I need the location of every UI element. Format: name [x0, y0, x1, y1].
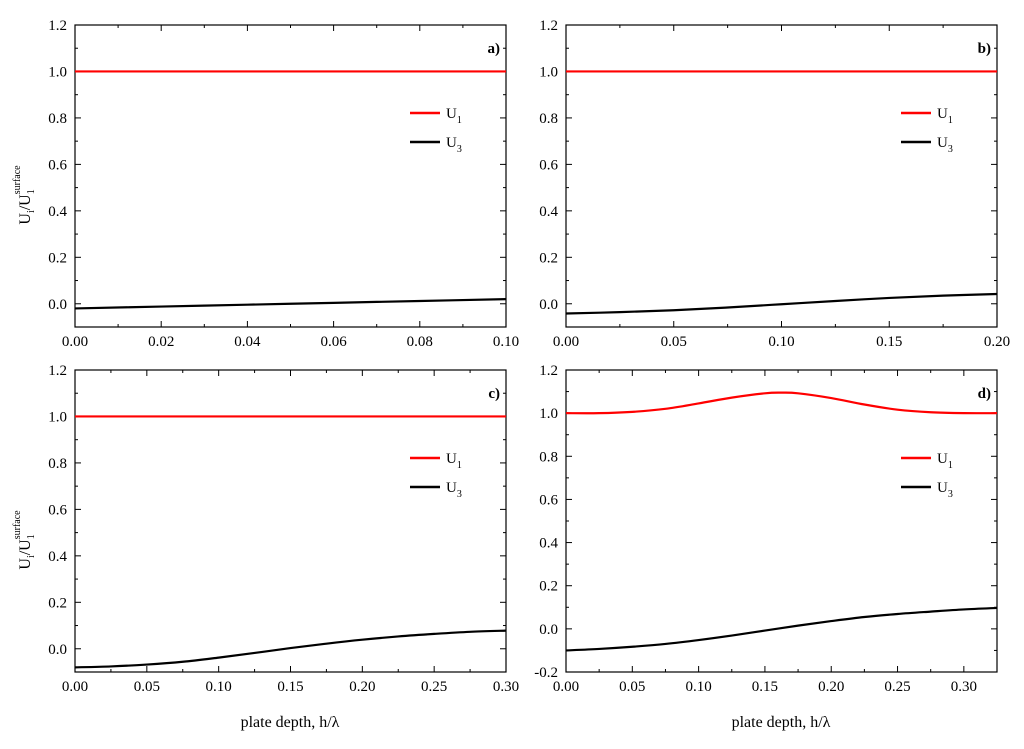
x-tick-label: 0.05 — [134, 679, 160, 695]
y-tick-label: 0.0 — [539, 297, 558, 313]
x-tick-label: 0.04 — [234, 334, 261, 350]
x-tick-label: 0.00 — [62, 334, 88, 350]
y-tick-label: 0.2 — [48, 250, 67, 266]
x-tick-label: 0.20 — [349, 679, 375, 695]
y-axis-title-bottom: Ui/U1surface — [12, 510, 37, 570]
x-tick-label: 0.25 — [421, 679, 447, 695]
x-tick-label: 0.06 — [320, 334, 347, 350]
chart-panel-1: 0.00 0.02 0.04 0.06 0.08 0.10 0.0 0.2 0.4 0.6 0.8 1… — [48, 18, 519, 350]
y-tick-label: 0.4 — [539, 204, 558, 220]
y-tick-label: 0.6 — [48, 502, 67, 518]
x-tick-label: 0.02 — [148, 334, 174, 350]
x-tick-label: 0.08 — [407, 334, 433, 350]
y-tick-label: 0.6 — [539, 492, 558, 508]
series-line-u1 — [565, 391, 998, 415]
x-tick-label: 0.25 — [884, 679, 910, 695]
series-line-u3 — [565, 606, 998, 652]
x-tick-label: 0.10 — [685, 679, 711, 695]
x-axis-title-left: plate depth, h/λ — [241, 714, 340, 731]
legend-label-u1: U1 — [446, 451, 462, 471]
series-line-u3 — [74, 629, 507, 669]
x-tick-label: 0.20 — [984, 334, 1010, 350]
legend-label-u1: U1 — [937, 451, 953, 471]
legend-label-u3: U3 — [937, 480, 953, 500]
y-tick-label: 1.0 — [48, 409, 67, 425]
legend-label-u3: U3 — [937, 135, 953, 155]
svg-text:Ui/U1surface: Ui/U1surface — [12, 510, 37, 570]
y-tick-label: 1.2 — [539, 363, 558, 379]
plot-frame — [74, 369, 507, 673]
x-tick-label: 0.30 — [951, 679, 977, 695]
y-tick-label: 1.0 — [539, 64, 558, 80]
x-axis-title-right: plate depth, h/λ — [732, 714, 831, 731]
x-tick-label: 0.15 — [752, 679, 778, 695]
y-tick-label: 0.6 — [539, 157, 558, 173]
x-tick-label: 0.15 — [277, 679, 303, 695]
y-tick-label: 0.4 — [48, 204, 67, 220]
plot-frame — [74, 24, 507, 328]
y-tick-label: 0.2 — [48, 595, 67, 611]
y-tick-label: 0.8 — [539, 111, 558, 127]
panel-label: c) — [488, 386, 500, 402]
y-tick-label: 0.0 — [48, 297, 67, 313]
y-tick-label: 1.2 — [539, 18, 558, 34]
x-tick-label: 0.00 — [62, 679, 88, 695]
series-line-u3 — [74, 298, 507, 310]
legend-label-u1: U1 — [446, 106, 462, 126]
y-tick-label: 0.0 — [539, 622, 558, 638]
panel-label: a) — [488, 41, 501, 57]
x-tick-label: 0.00 — [553, 334, 579, 350]
x-tick-label: 0.05 — [661, 334, 687, 350]
y-tick-label: -0.2 — [534, 665, 558, 681]
svg-text:Ui/U1surface: Ui/U1surface — [12, 165, 37, 225]
panel-label: b) — [978, 41, 991, 57]
x-tick-label: 0.00 — [553, 679, 579, 695]
y-tick-label: 0.2 — [539, 579, 558, 595]
x-tick-label: 0.15 — [876, 334, 902, 350]
y-tick-label: 0.2 — [539, 250, 558, 266]
legend-label-u1: U1 — [937, 106, 953, 126]
x-tick-label: 0.10 — [493, 334, 519, 350]
y-axis-title-top: Ui/U1surface — [12, 165, 37, 225]
chart-panel-3: 0.00 0.05 0.10 0.15 0.20 0.25 0.30 0.0 0.2 0.4 0.6… — [48, 363, 519, 695]
y-tick-label: 1.0 — [48, 64, 67, 80]
x-tick-label: 0.20 — [818, 679, 844, 695]
y-tick-label: 0.6 — [48, 157, 67, 173]
y-tick-label: 0.4 — [539, 536, 558, 552]
series-line-u3 — [565, 292, 998, 315]
panel-label: d) — [978, 386, 991, 402]
legend-label-u3: U3 — [446, 480, 462, 500]
y-tick-label: 1.2 — [48, 18, 67, 34]
x-tick-label: 0.30 — [493, 679, 519, 695]
y-tick-label: 1.2 — [48, 363, 67, 379]
chart-panel-2: 0.00 0.05 0.10 0.15 0.20 0.0 0.2 0.4 0.6 0.8 1.0 1.… — [539, 18, 1010, 350]
y-tick-label: 0.0 — [48, 642, 67, 658]
y-tick-label: 0.8 — [539, 449, 558, 465]
plot-frame — [565, 24, 998, 328]
x-tick-label: 0.05 — [619, 679, 645, 695]
plot-frame — [565, 369, 998, 673]
y-tick-label: 0.8 — [48, 111, 67, 127]
legend-label-u3: U3 — [446, 135, 462, 155]
x-tick-label: 0.10 — [768, 334, 794, 350]
chart-panel-4: 0.00 0.05 0.10 0.15 0.20 0.25 0.30 -0.2 0.0 0.2 0.… — [534, 363, 998, 695]
x-tick-label: 0.10 — [206, 679, 232, 695]
y-tick-label: 0.4 — [48, 549, 67, 565]
y-tick-label: 0.8 — [48, 456, 67, 472]
y-tick-label: 1.0 — [539, 406, 558, 422]
